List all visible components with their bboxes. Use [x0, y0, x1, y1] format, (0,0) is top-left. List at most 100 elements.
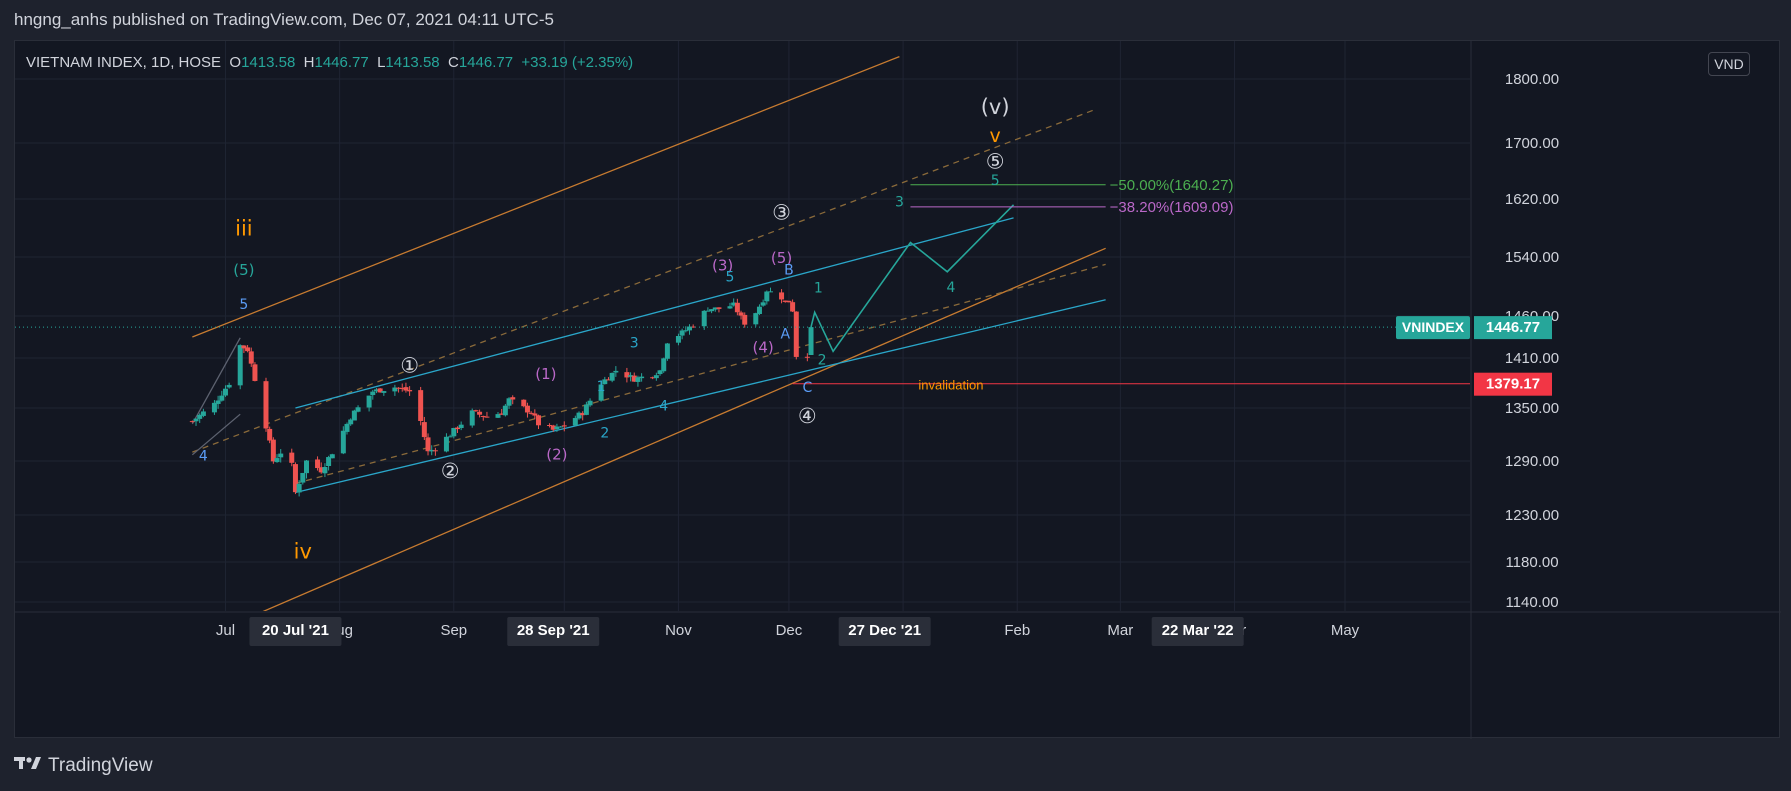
candle-body-61	[502, 405, 508, 416]
candle-body-40	[396, 387, 402, 389]
price-tick-10: 1140.00	[1505, 594, 1558, 611]
candle-body-31	[348, 419, 354, 425]
candle-body-73	[561, 425, 567, 427]
candle-body-45	[421, 422, 427, 438]
candle-body-72	[558, 426, 564, 428]
candle-body-113	[768, 291, 774, 293]
candle-body-22	[300, 472, 306, 483]
time-label-4: Nov	[665, 622, 692, 639]
candle-body-119	[804, 356, 810, 358]
candle-body-107	[738, 312, 744, 316]
candle-body-49	[443, 436, 449, 452]
candle-body-80	[602, 379, 608, 385]
candle-body-83	[613, 370, 619, 373]
invalidation-tag	[1474, 372, 1552, 396]
candle-body-120	[808, 327, 814, 355]
wave-label-1: (5)	[233, 261, 254, 279]
wave-label-23: ④	[798, 404, 817, 428]
candle-body-95	[679, 330, 685, 336]
candle-body-81	[605, 379, 611, 381]
wave-label-5: ①	[400, 353, 419, 377]
candle-body-112	[764, 291, 770, 302]
wave-label-12: 4	[659, 398, 668, 414]
candle-body-8	[226, 384, 232, 388]
plot-background	[15, 41, 1470, 611]
trend-line-7	[191, 413, 241, 456]
wave-label-25: 4	[946, 280, 955, 296]
candle-body-78	[587, 400, 593, 406]
price-tick-3: 1540.00	[1505, 249, 1559, 266]
wave-label-21: 2	[818, 353, 827, 369]
candle-body-88	[639, 376, 645, 379]
symbol-tag	[1396, 316, 1470, 340]
currency-button[interactable]: VND	[1708, 52, 1750, 76]
candle-body-98	[690, 326, 696, 328]
candle-body-12	[248, 351, 254, 364]
candle-body-64	[521, 399, 527, 407]
fib-label-1: −38.20%(1609.09)	[1110, 199, 1234, 216]
legend-l-label: L	[377, 54, 386, 71]
footer-brand[interactable]: TradingView	[14, 752, 153, 780]
candle-body-97	[686, 326, 692, 331]
legend-close: 1446.77	[458, 54, 514, 71]
candle-body-66	[528, 412, 534, 414]
candle-body-29	[340, 430, 346, 454]
trend-line-5	[295, 299, 1106, 494]
candle-body-20	[292, 464, 298, 493]
candle-body-77	[583, 404, 589, 415]
chart-frame[interactable]: −50.00%(1640.27) −38.20%(1609.09) invalida…	[14, 40, 1781, 739]
candle-body-37	[377, 388, 383, 393]
candle-body-55	[473, 410, 479, 412]
candle-body-5	[215, 400, 221, 404]
candle-body-48	[432, 450, 438, 452]
candle-body-106	[734, 302, 740, 313]
candle-body-39	[392, 387, 398, 392]
candle-body-118	[793, 311, 799, 357]
candle-body-44	[418, 390, 424, 421]
candle-body-100	[705, 310, 711, 312]
candle-body-85	[628, 375, 634, 377]
wave-label-17: B	[784, 262, 794, 278]
wave-label-29: (v)	[981, 95, 1010, 119]
candle-body-24	[315, 459, 321, 469]
trend-line-6	[191, 337, 241, 425]
ohlc-legend: VIETNAM INDEX, 1D, HOSE O1413.58 H1446.7…	[26, 54, 633, 71]
candle-body-89	[650, 377, 656, 379]
price-tick-5: 1410.00	[1505, 350, 1559, 367]
wave-label-8: (2)	[546, 445, 567, 463]
candle-body-104	[727, 306, 733, 309]
candle-body-101	[709, 309, 715, 312]
candle-body-26	[322, 466, 328, 474]
time-highlight-label-2: 27 Dec '21	[848, 622, 921, 639]
time-label-10: May	[1331, 622, 1360, 639]
wave-label-20: (4)	[753, 338, 774, 356]
candle-body-65	[524, 405, 530, 413]
candle-body-11	[245, 347, 251, 352]
candle-body-3	[200, 411, 206, 416]
candle-body-47	[429, 449, 435, 452]
legend-o-label: O	[229, 54, 242, 71]
candle-body-76	[580, 413, 586, 416]
chart-svg[interactable]: −50.00%(1640.27) −38.20%(1609.09) invalida…	[15, 41, 1781, 739]
legend-h-label: H	[303, 54, 315, 71]
candle-body-116	[786, 300, 792, 303]
wave-label-27: ⑤	[986, 150, 1005, 174]
candle-body-110	[756, 306, 762, 315]
time-highlight-bg-1	[507, 617, 600, 646]
candle-body-38	[381, 391, 387, 393]
time-label-7: Feb	[1004, 622, 1030, 639]
legend-high: 1446.77	[314, 54, 369, 71]
candle-body-91	[657, 370, 663, 375]
candle-body-36	[373, 389, 379, 392]
candle-body-102	[712, 307, 718, 310]
candle-body-17	[274, 458, 280, 463]
candle-body-52	[454, 427, 460, 430]
candle-body-84	[624, 372, 630, 378]
candle-body-117	[790, 302, 796, 312]
candle-body-103	[716, 307, 722, 309]
candle-body-42	[403, 387, 409, 391]
candle-body-16	[270, 439, 276, 462]
wave-label-18: 1	[814, 281, 823, 297]
candle-body-53	[458, 424, 464, 429]
time-highlight-bg-0	[249, 617, 342, 646]
